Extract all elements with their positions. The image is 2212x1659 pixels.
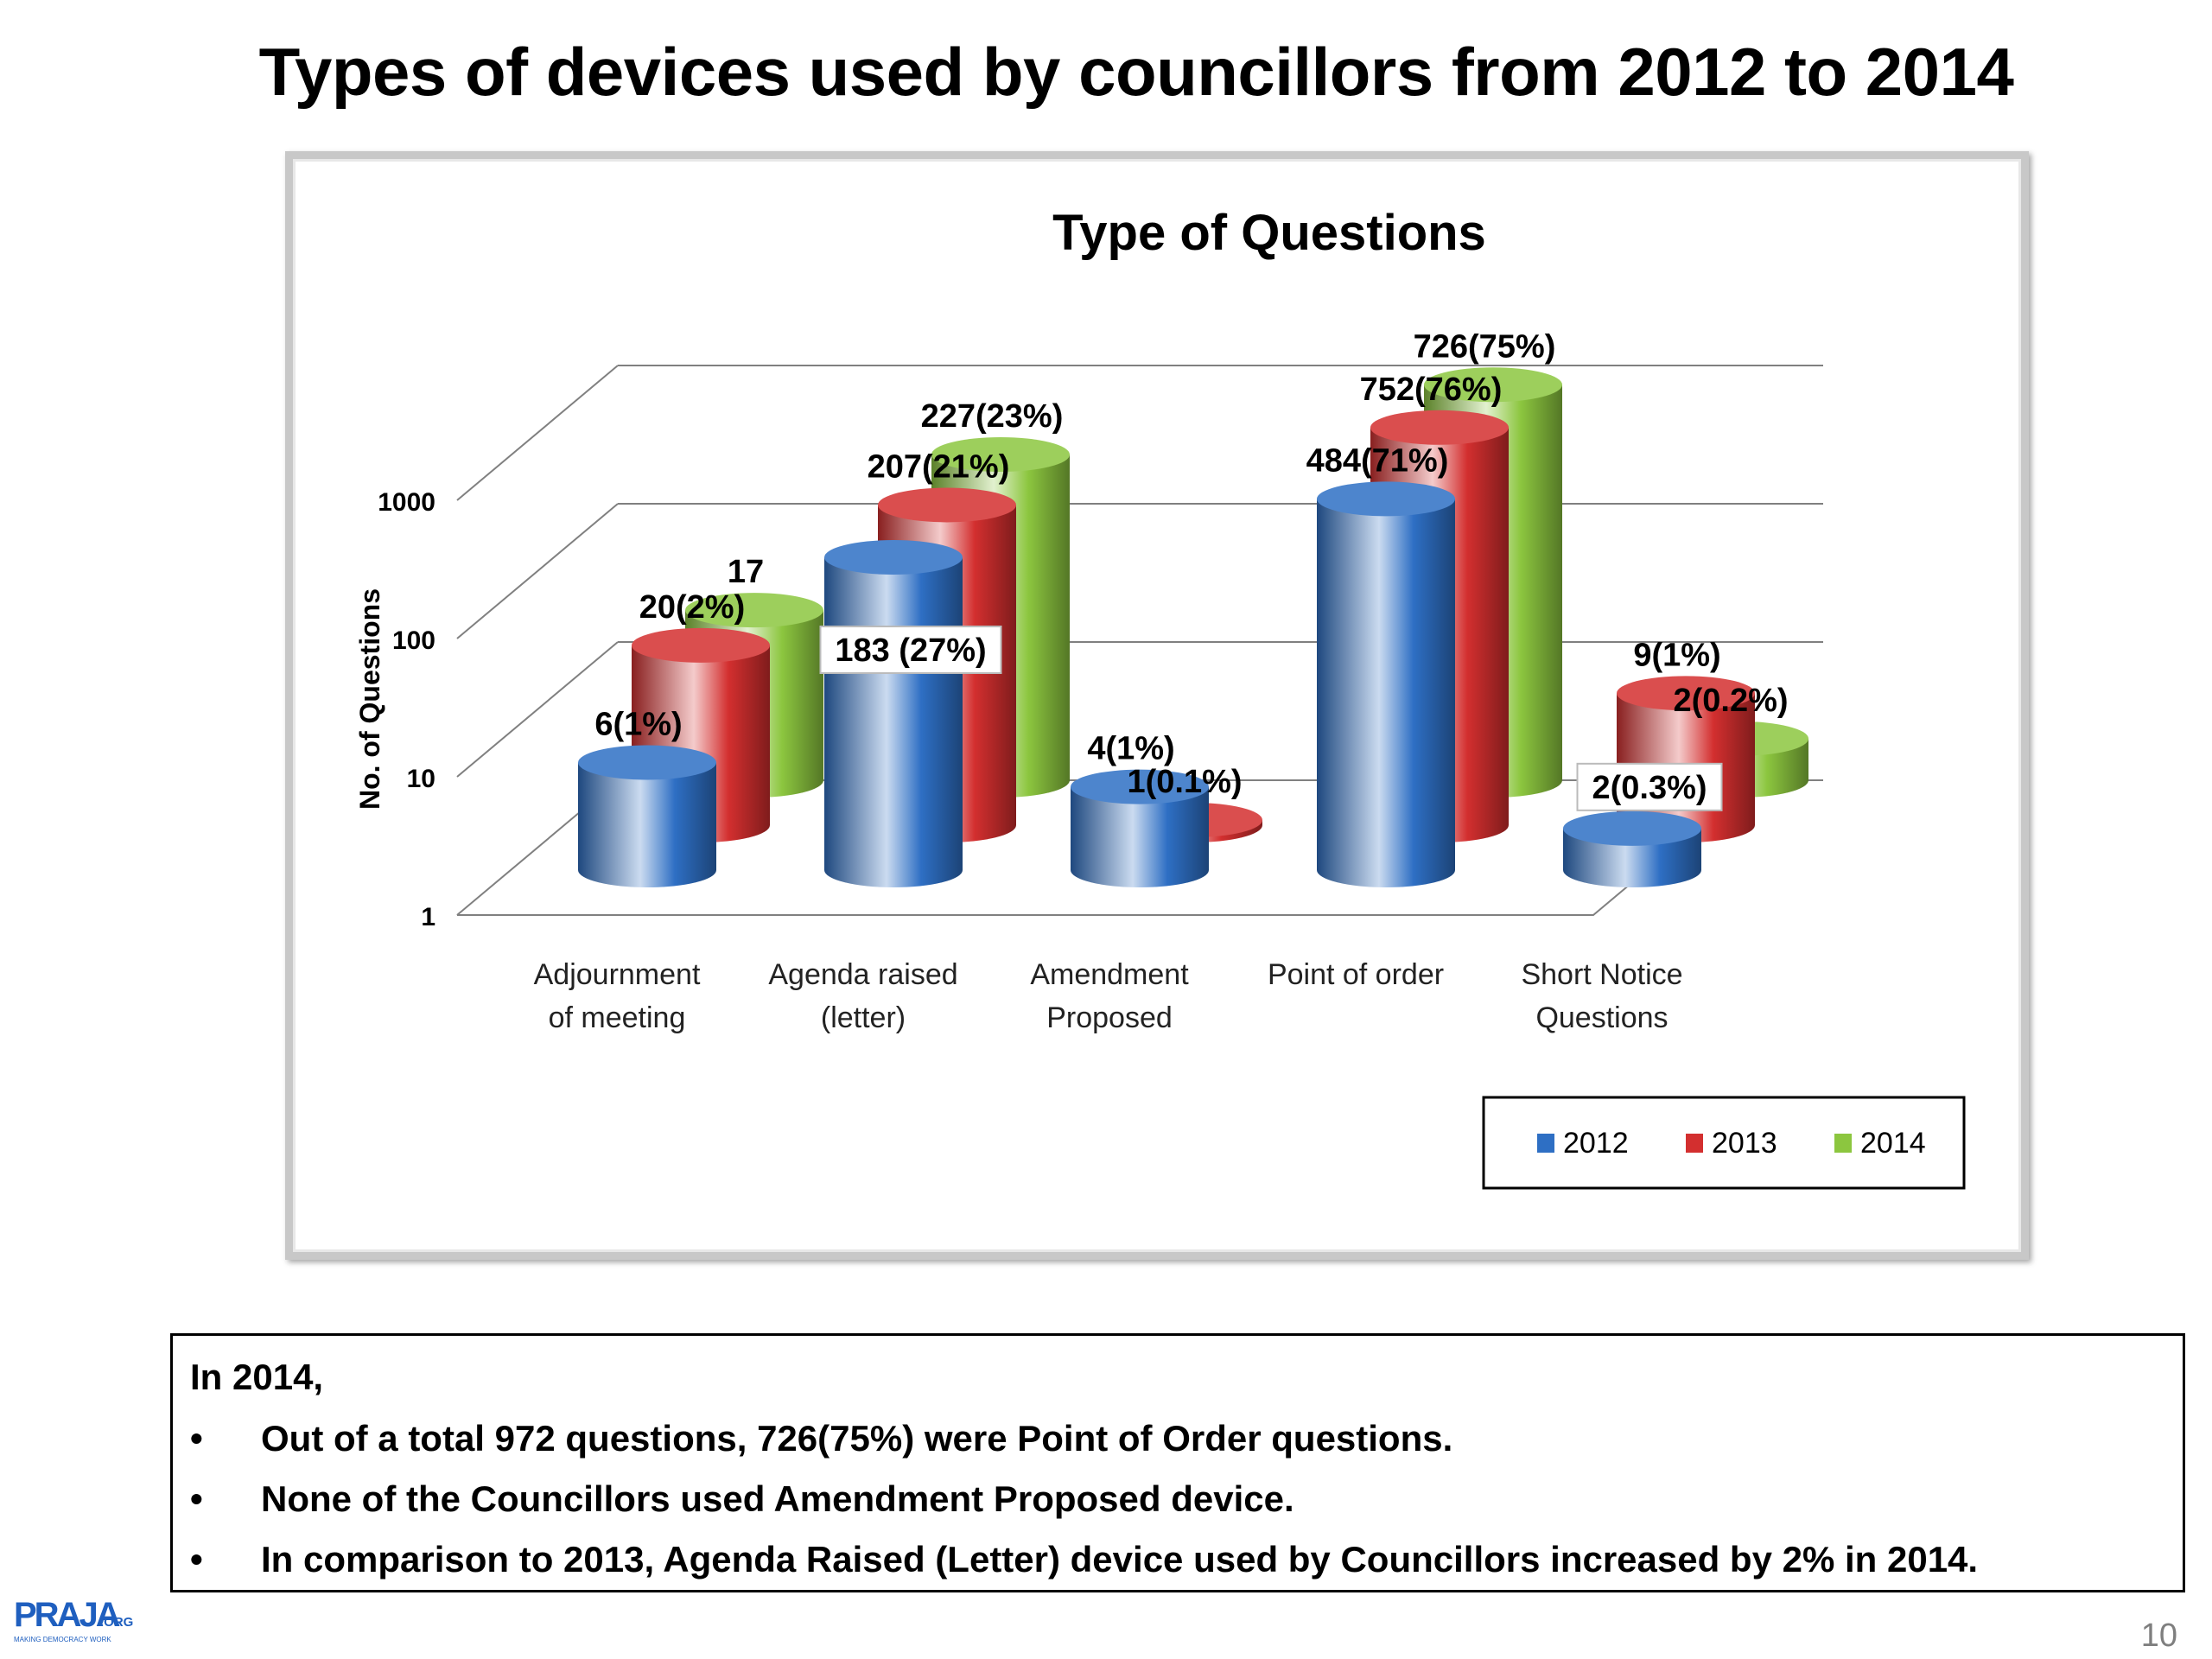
bar-2012-2 [1071,769,1209,887]
bar-body [1317,499,1455,887]
y-tick-label: 10 [407,765,435,793]
bar-top [1563,810,1701,846]
x-tick-label: Short Notice [1521,958,1682,991]
note-text: None of the Councillors used Amendment P… [261,1478,1294,1519]
legend-swatch [1537,1134,1554,1153]
bar-top [878,487,1016,523]
x-tick-label: Proposed [1046,1001,1173,1034]
note-text: In comparison to 2013, Agenda Raised (Le… [261,1539,1979,1580]
legend-swatch [1834,1134,1852,1153]
note-item: • In comparison to 2013, Agenda Raised (L… [190,1539,1978,1580]
bar-top [1071,769,1209,804]
data-label: 227(23%) [921,398,1064,435]
x-tick-label: Adjournment [534,958,701,991]
y-axis: 1 10 100 1000 [378,488,435,931]
logo-text: PRAJA [14,1596,120,1634]
bar-body [824,557,963,887]
data-label: 726(75%) [1414,328,1556,365]
y-tick-label: 100 [392,626,435,655]
logo-tagline: MAKING DEMOCRACY WORK [14,1636,111,1643]
legend-label: 2014 [1860,1127,1926,1160]
bullet: • [190,1418,203,1459]
gridline [456,365,619,501]
y-tick-label: 1000 [378,488,435,517]
x-tick-label: of meeting [549,1001,686,1034]
slide-title: Types of devices used by councillors fro… [258,34,2014,110]
bar-2012-1 [824,540,963,887]
bar-2012-4 [1563,810,1701,887]
data-label: 183 (27%) [835,632,986,669]
chart: 1 10 100 1000 6(1%) 183 (27%) 4(1%) 484(71%) 2(… [354,205,1966,1190]
legend-box [1482,1096,1966,1190]
bar-top [1424,367,1562,403]
data-label: 17 [728,554,764,590]
data-label: 9(1%) [1633,637,1720,673]
data-label: 20(2%) [639,589,746,626]
bar-top [1317,481,1455,517]
x-axis: Adjournment of meeting Agenda raised (lette… [534,958,1683,1034]
bar-top [685,593,823,628]
x-tick-label: Point of order [1268,958,1444,991]
data-label: 752(76%) [1360,372,1503,408]
bar-top [578,745,716,780]
legend: 2012 2013 2014 [1482,1096,1966,1190]
gridline [456,503,619,639]
data-label: 2(0.2%) [1673,683,1788,719]
note-item: • None of the Councillors used Amendment … [190,1478,1294,1520]
bullet: • [190,1478,203,1519]
y-tick-label: 1 [421,903,435,931]
note-item: • Out of a total 972 questions, 726(75%) … [190,1418,1452,1459]
logo-suffix: .ORG [100,1615,133,1630]
bar-top [1617,676,1755,711]
x-tick-label: Questions [1535,1001,1668,1034]
chart-title: Type of Questions [1052,205,1486,261]
bar-2012-0 [578,745,716,887]
x-tick-label: Agenda raised [768,958,957,991]
notes-heading: In 2014, [190,1357,324,1397]
notes-box: In 2014, • Out of a total 972 questions, … [170,1333,2185,1592]
bar-top [931,437,1070,473]
y-axis-label: No. of Questions [354,588,385,810]
legend-label: 2013 [1712,1127,1777,1160]
bullet: • [190,1539,203,1580]
data-label-box [1576,762,1723,811]
bar-body [1071,786,1209,887]
data-labels: 6(1%) 183 (27%) 4(1%) 484(71%) 2(0.3%) 20(2%)… [594,328,1789,811]
praja-logo: PRAJA .ORG MAKING DEMOCRACY WORK [14,1596,133,1643]
page-number: 10 [2140,1618,2177,1654]
data-label: 4(1%) [1087,731,1174,767]
bar-top [1370,410,1509,445]
note-text: Out of a total 972 questions, 726(75%) w… [261,1418,1453,1459]
bar-top [632,627,770,663]
data-label: 1(0.1%) [1127,764,1242,800]
gridline [456,641,619,778]
data-label: 6(1%) [594,706,682,742]
legend-label: 2012 [1563,1127,1629,1160]
bar-2012-3 [1317,481,1455,887]
x-tick-label: Amendment [1030,958,1189,991]
bar-top [824,540,963,575]
data-label: 2(0.3%) [1592,770,1707,806]
data-label: 207(21%) [868,448,1010,485]
bar-body [578,762,716,887]
legend-swatch [1686,1134,1703,1153]
chart-frame: 1 10 100 1000 6(1%) 183 (27%) 4(1%) 484(71%) 2(… [285,151,2029,1260]
data-label: 484(71%) [1306,442,1449,479]
data-label-box [819,626,1002,675]
x-tick-label: (letter) [821,1001,906,1034]
